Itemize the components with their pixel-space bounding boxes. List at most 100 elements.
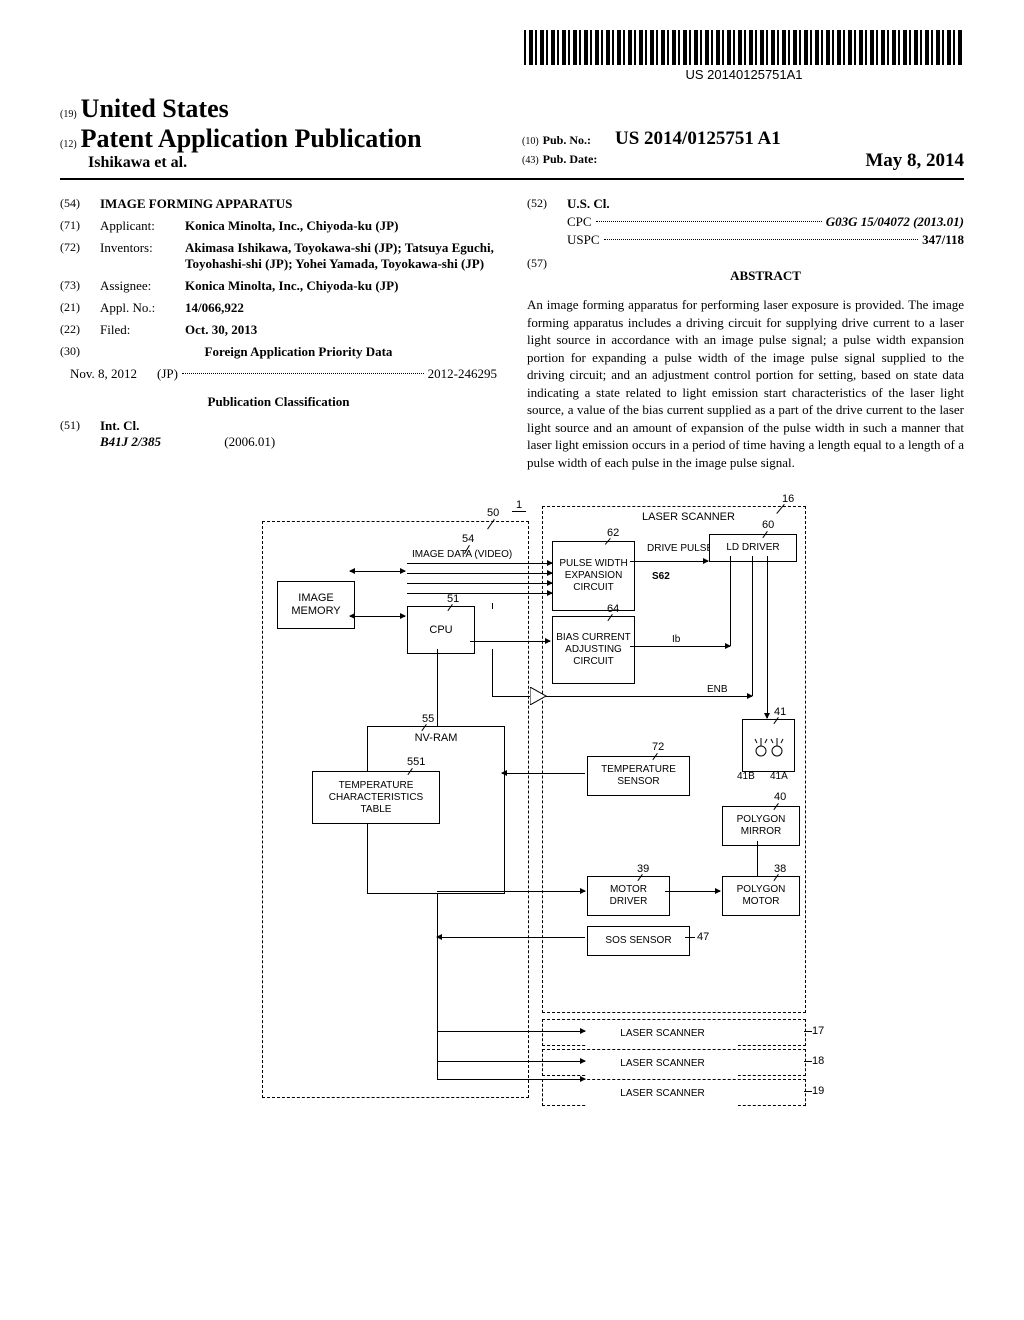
box-ls-19: LASER SCANNER [587,1081,738,1107]
pub-no-line: (10) Pub. No.: US 2014/0125751 A1 [522,128,964,150]
authors: Ishikawa et al. [60,154,502,172]
box-cpu: CPU [407,606,475,654]
box-ld-driver: LD DRIVER [709,534,797,562]
arrow-temp-cpu [502,773,585,774]
int-cl-label: Int. Cl. [100,418,497,434]
field-inventors: (72) Inventors: Akimasa Ishikawa, Toyoka… [60,240,497,272]
dotted-line-cpc [596,221,822,222]
country-code: (19) [60,109,77,120]
appl-no-label: Appl. No.: [100,300,185,316]
abstract-text: An image forming apparatus for performin… [527,296,964,471]
ref-40: 40 [774,791,786,803]
pub-type: Patent Application Publication [81,124,422,153]
arrow-motor-polygon [665,891,720,892]
ref-54: 54 [462,533,474,545]
abstract-header-row: (57) ABSTRACT [527,256,964,296]
line-cpu-up [492,603,493,609]
foreign-num: 2012-246295 [428,366,497,382]
field-applicant: (71) Applicant: Konica Minolta, Inc., Ch… [60,218,497,234]
int-cl-line: B41J 2/385 (2006.01) [100,434,497,450]
field-appl-no: (21) Appl. No.: 14/066,922 [60,300,497,316]
line-ib-v [730,556,731,646]
ref-38: 38 [774,863,786,875]
body-columns: (54) IMAGE FORMING APPARATUS (71) Applic… [60,190,964,471]
arrow-ls-17 [437,1031,585,1032]
diagram-area: 1 50 16 LASER SCANNER IMAGE DATA (VIDEO)… [60,501,964,1126]
cpc-value: G03G 15/04072 (2013.01) [826,214,964,230]
int-cl-year: (2006.01) [224,434,275,449]
box-image-memory: IMAGE MEMORY [277,581,355,629]
barcode-text: US 20140125751A1 [524,67,964,82]
applicant-label: Applicant: [100,218,185,234]
us-cl-body: U.S. Cl. CPC G03G 15/04072 (2013.01) USP… [567,196,964,250]
arrow-video-4 [407,593,552,594]
arrow-ls-19 [437,1079,585,1080]
cpc-row: CPC G03G 15/04072 (2013.01) [567,214,964,230]
ref-50: 50 [487,507,499,519]
abstract-code: (57) [527,256,567,296]
pub-date-label: Pub. Date: [543,152,598,166]
field-title: (54) IMAGE FORMING APPARATUS [60,196,497,212]
arrow-cpu-mem [350,616,405,617]
leader-18 [804,1061,812,1062]
arrow-ls-18 [437,1061,585,1062]
us-cl-label: U.S. Cl. [567,196,964,212]
header-right: (10) Pub. No.: US 2014/0125751 A1 (43) P… [502,128,964,172]
header-left: (19) United States (12) Patent Applicati… [60,94,502,172]
foreign-country: (JP) [157,366,178,382]
field-foreign-header: (30) Foreign Application Priority Data [60,344,497,360]
uspc-value: 347/118 [922,232,964,248]
ref-19: 19 [812,1085,824,1097]
inventors-label: Inventors: [100,240,185,272]
box-temp-table: TEMPERATURE CHARACTERISTICS TABLE [312,771,440,824]
barcode-area: US 20140125751A1 [60,30,964,84]
arrow-ld-41 [767,556,768,718]
dotted-line-uspc [604,239,919,240]
block-diagram: 1 50 16 LASER SCANNER IMAGE DATA (VIDEO)… [212,501,812,1121]
uspc-label: USPC [567,232,600,248]
leader-19 [804,1091,812,1092]
box-bias: BIAS CURRENT ADJUSTING CIRCUIT [552,616,635,684]
ref-55: 55 [422,713,434,725]
box-ls-18: LASER SCANNER [587,1051,738,1077]
arrow-cpu-motor [437,891,585,892]
pub-date-line: (43) Pub. Date: May 8, 2014 [522,150,964,168]
barcode: US 20140125751A1 [524,30,964,82]
foreign-date: Nov. 8, 2012 [70,366,137,382]
box-41 [742,719,795,772]
box-ls-17: LASER SCANNER [587,1021,738,1047]
header-row: (19) United States (12) Patent Applicati… [60,94,964,180]
ref-41: 41 [774,706,786,718]
pub-no-label: Pub. No.: [543,133,591,147]
country-line: (19) United States [60,94,502,124]
cpu-bus2 [492,649,493,697]
barcode-bars [524,30,964,65]
ref-551: 551 [407,756,425,768]
applicant-code: (71) [60,218,100,234]
int-cl-code: (51) [60,418,100,450]
pub-type-code: (12) [60,139,77,150]
arrow-ib [630,646,730,647]
right-column: (52) U.S. Cl. CPC G03G 15/04072 (2013.01… [527,190,964,471]
pub-date-code: (43) [522,155,539,166]
applicant-text: Konica Minolta, Inc., Chiyoda-ku (JP) [185,218,398,233]
ref-60: 60 [762,519,774,531]
laser-diode-icon [749,726,789,766]
ref-41B: 41B [737,771,755,782]
field-assignee: (73) Assignee: Konica Minolta, Inc., Chi… [60,278,497,294]
ib-label: Ib [672,634,680,645]
ref-1: 1 [512,499,526,512]
applicant-value: Konica Minolta, Inc., Chiyoda-ku (JP) [185,218,497,234]
drive-pulse-label: DRIVE PULSE [647,543,713,554]
pub-class-header: Publication Classification [60,394,497,410]
pub-date: May 8, 2014 [865,150,964,172]
ref-18: 18 [812,1055,824,1067]
leader-47 [685,937,695,938]
assignee-label: Assignee: [100,278,185,294]
ref-39: 39 [637,863,649,875]
assignee-text: Konica Minolta, Inc., Chiyoda-ku (JP) [185,278,398,293]
pub-no-code: (10) [522,136,539,147]
s62-label: S62 [652,571,670,582]
foreign-code: (30) [60,344,100,360]
inventors-code: (72) [60,240,100,272]
